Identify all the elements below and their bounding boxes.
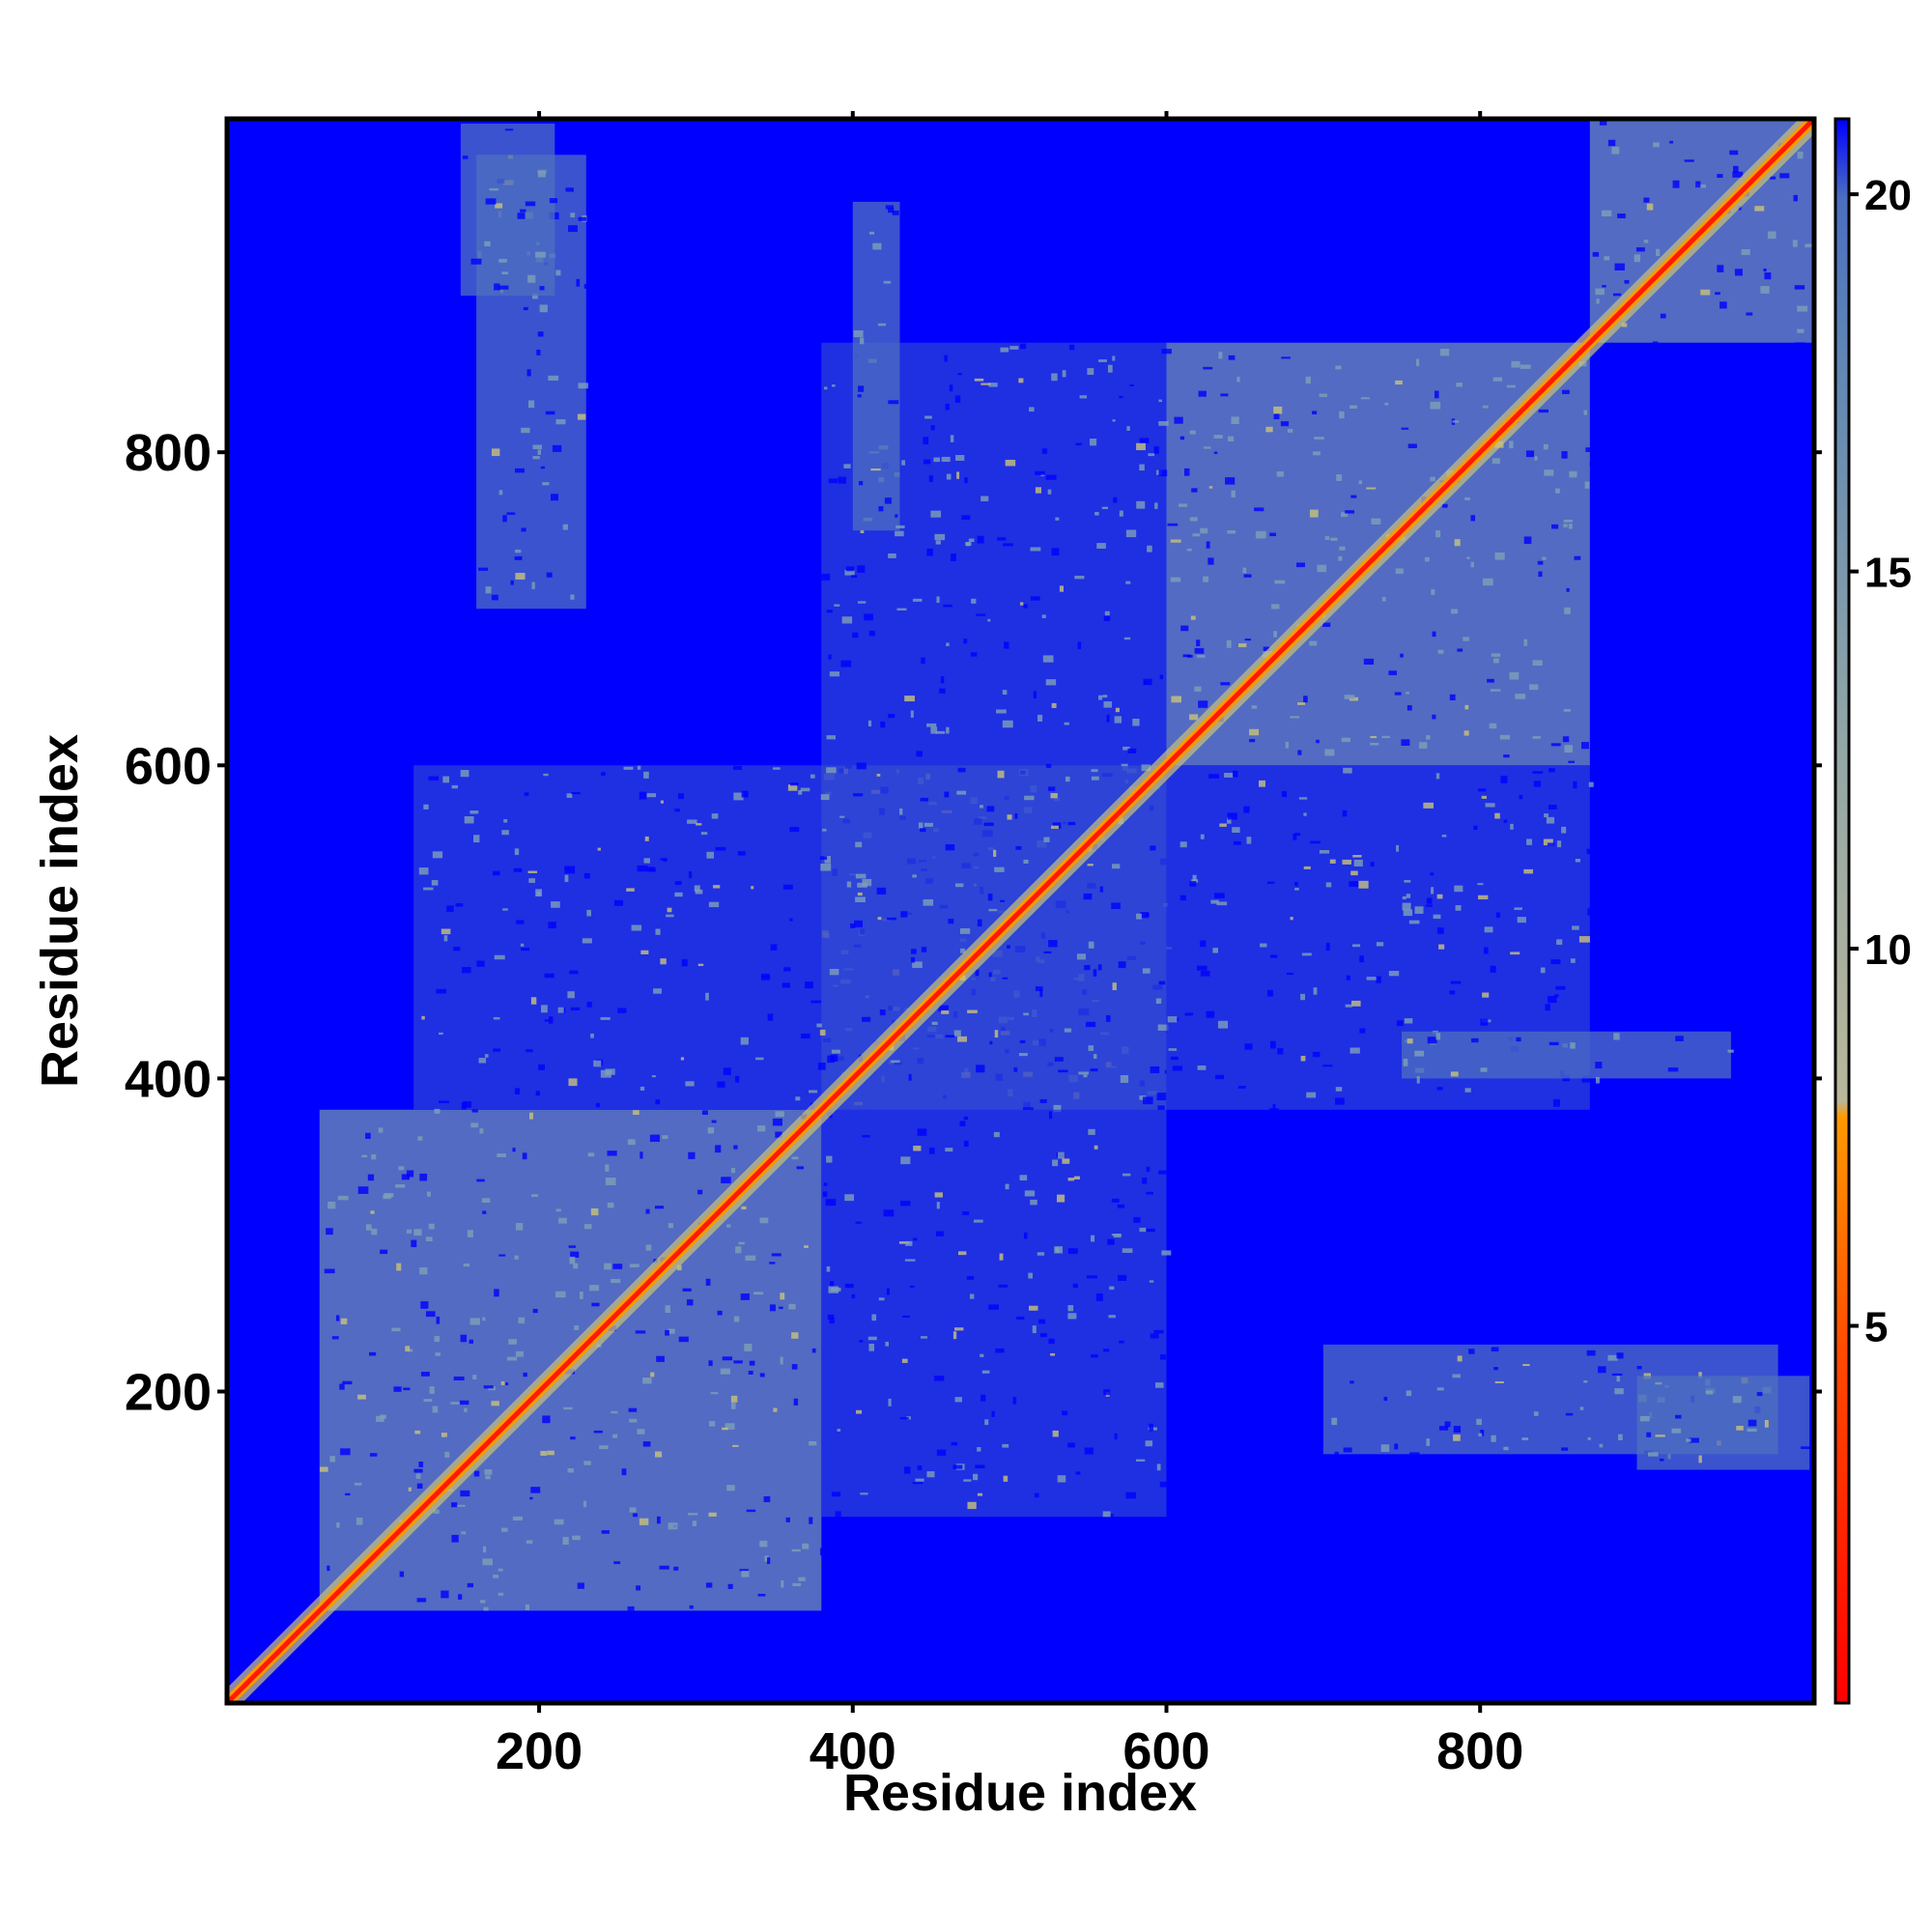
colorbar-scale	[1833, 117, 1851, 1705]
x-tick-label: 200	[496, 1722, 582, 1780]
x-tick-label: 600	[1122, 1722, 1209, 1780]
y-tick-label: 400	[125, 1050, 212, 1108]
contact-region	[1636, 1376, 1810, 1470]
contact-region	[413, 765, 1175, 1114]
x-axis-label: Residue index	[843, 1764, 1197, 1822]
y-axis-label: Residue index	[31, 734, 89, 1088]
plot-frame	[224, 116, 1817, 1706]
colorbar-ticks: 5 10 15 20	[1849, 172, 1912, 1351]
colorbar: 5 10 15 20	[1833, 117, 1912, 1705]
diagonal-line	[227, 119, 1814, 1703]
y-tick-label: 800	[125, 424, 212, 482]
x-axis: 200 400 600 800	[496, 111, 1523, 1780]
plot-panel	[224, 116, 1817, 1706]
contact-region	[460, 123, 558, 297]
y-tick-label: 200	[125, 1364, 212, 1422]
y-tick-label: 600	[125, 737, 212, 795]
contact-region	[1402, 1031, 1734, 1084]
colorbar-tick-label: 10	[1864, 926, 1912, 974]
x-tick-label: 800	[1436, 1722, 1523, 1780]
colorbar-tick-label: 5	[1864, 1304, 1888, 1351]
contact-region	[821, 1109, 1172, 1521]
contact-region	[852, 201, 905, 531]
colorbar-tick-label: 15	[1864, 550, 1912, 597]
diagonal-band	[227, 119, 1814, 1703]
y-axis: 200 400 600 800	[125, 424, 1822, 1422]
x-tick-label: 400	[810, 1722, 896, 1780]
colorbar-tick-label: 20	[1864, 172, 1912, 219]
